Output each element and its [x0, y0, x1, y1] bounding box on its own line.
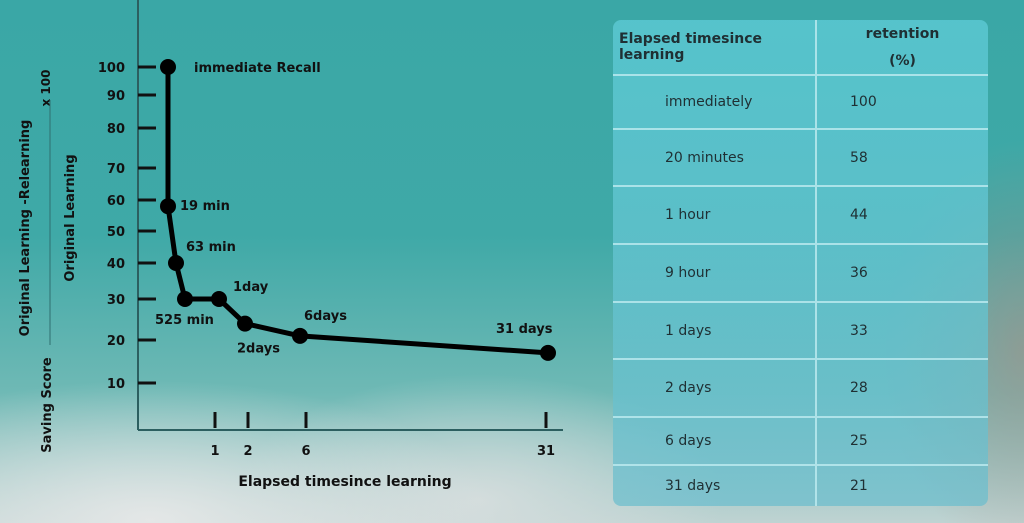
y-tick-label: 50 [107, 225, 125, 240]
y-tick-label: 80 [107, 122, 125, 137]
y-tick-label: 10 [107, 377, 125, 392]
cell-elapsed-time: 31 days [665, 478, 721, 494]
cell-retention: 25 [850, 433, 868, 449]
cell-elapsed-time: 1 days [665, 322, 712, 339]
column-divider [815, 76, 817, 128]
table-row: immediately 100 [613, 76, 988, 130]
table-row: 9 hour 36 [613, 245, 988, 303]
data-point-label: 6days [304, 309, 347, 324]
data-point [292, 327, 308, 344]
table-row: 1 days 33 [613, 303, 988, 360]
cell-elapsed-time: 20 minutes [665, 149, 744, 166]
data-point-label: immediate Recall [194, 61, 321, 76]
data-point [540, 344, 556, 361]
forgetting-curve-chart: 10 20 30 40 50 60 70 80 90 100 1 2 6 31 immediate Rec… [18, 0, 563, 490]
column-divider [815, 360, 817, 416]
y-tick-label: 40 [107, 257, 125, 272]
data-point [160, 198, 176, 215]
data-point-label: 63 min [186, 240, 236, 255]
data-point [168, 255, 184, 271]
x-tick-label: 1 [210, 444, 219, 459]
x-tick-label: 6 [301, 444, 310, 459]
data-point [237, 315, 253, 332]
y-label-multiplier: x 100 [39, 70, 53, 107]
column-divider [815, 466, 817, 506]
data-point [160, 59, 176, 75]
data-point-label: 31 days [496, 322, 553, 337]
cell-retention: 21 [850, 478, 868, 494]
column-divider [815, 303, 817, 358]
table-header-row: Elapsed timesince learning retention (%) [613, 20, 988, 76]
table-row: 2 days 28 [613, 360, 988, 418]
table-row: 6 days 25 [613, 418, 988, 466]
retention-table: Elapsed timesince learning retention (%)… [613, 20, 988, 506]
x-tick-label: 2 [243, 444, 252, 459]
data-point [211, 291, 227, 307]
y-tick-label: 70 [107, 162, 125, 177]
cell-elapsed-time: 2 days [665, 380, 712, 396]
table-row: 31 days 21 [613, 466, 988, 506]
y-label-numerator: Original Learning -Relearning [18, 120, 33, 337]
retention-curve [165, 67, 549, 356]
header-elapsed-time: Elapsed timesince learning [619, 31, 763, 63]
y-label-denominator: Original Learning [63, 154, 78, 281]
y-tick-label: 60 [107, 194, 125, 209]
cell-retention: 36 [850, 265, 868, 281]
y-tick-label: 30 [107, 293, 125, 308]
cell-retention: 33 [850, 322, 868, 339]
header-retention-unit: (%) [889, 52, 916, 69]
header-retention: retention (%) [817, 20, 988, 74]
data-point [177, 291, 193, 307]
column-divider [815, 245, 817, 301]
cell-retention: 100 [850, 94, 877, 110]
cell-elapsed-time: 6 days [665, 433, 712, 449]
data-point-label: 19 min [180, 199, 230, 214]
data-point-label: 525 min [155, 313, 214, 328]
column-divider [815, 130, 817, 185]
cell-retention: 28 [850, 380, 868, 396]
y-label-saving-score: Saving Score [40, 357, 55, 453]
y-tick-label: 100 [98, 61, 125, 76]
table-row: 1 hour 44 [613, 187, 988, 245]
data-point-label: 2days [237, 342, 280, 357]
cell-retention: 44 [850, 207, 868, 223]
cell-elapsed-time: 1 hour [665, 207, 711, 223]
column-divider [815, 187, 817, 243]
column-divider [815, 418, 817, 464]
table-row: 20 minutes 58 [613, 130, 988, 187]
x-axis-label: Elapsed timesince learning [238, 474, 451, 490]
header-retention-label: retention [865, 25, 940, 42]
column-divider [815, 20, 817, 74]
data-point-label: 1day [233, 280, 269, 295]
y-tick-label: 20 [107, 334, 125, 349]
cell-retention: 58 [850, 149, 868, 166]
cell-elapsed-time: 9 hour [665, 265, 711, 281]
x-tick-label: 31 [537, 444, 555, 459]
y-tick-label: 90 [107, 89, 125, 104]
cell-elapsed-time: immediately [665, 94, 753, 110]
